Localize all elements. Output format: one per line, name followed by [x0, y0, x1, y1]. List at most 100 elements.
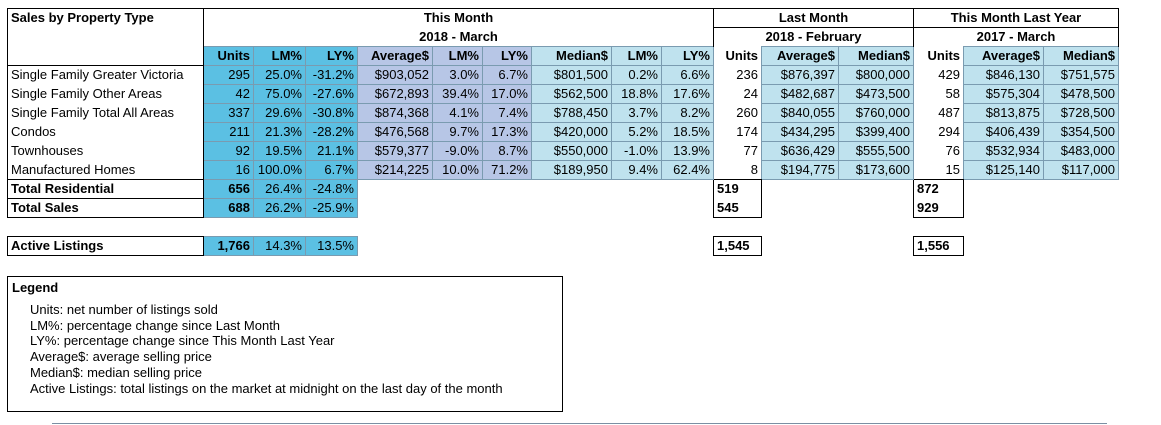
- row-label: Condos: [7, 122, 204, 142]
- data-cell: $434,295: [761, 122, 839, 142]
- empty-cell: [914, 218, 964, 237]
- data-cell: $555,500: [838, 141, 914, 161]
- data-cell: $800,000: [838, 65, 914, 85]
- column-header: LY%: [661, 46, 714, 66]
- legend-item: LY%: percentage change since This Month …: [30, 333, 335, 349]
- empty-cell: [483, 218, 532, 237]
- data-cell: 10.0%: [432, 160, 483, 180]
- empty-cell: [532, 218, 612, 237]
- total-label: Total Residential: [7, 179, 204, 199]
- data-cell: $125,140: [963, 160, 1044, 180]
- empty-cell: [204, 218, 254, 237]
- empty-cell: [532, 237, 612, 256]
- empty-cell: [612, 237, 662, 256]
- empty-cell: [839, 199, 914, 218]
- table-row: Manufactured Homes 16 100.0% 6.7% $214,225 10…: [7, 160, 1119, 180]
- data-cell: 58: [913, 84, 964, 104]
- data-cell: 4.1%: [432, 103, 483, 123]
- empty-cell: [358, 218, 433, 237]
- table-title: Sales by Property Type: [7, 8, 204, 66]
- data-cell: $788,450: [531, 103, 612, 123]
- data-cell: $406,439: [963, 122, 1044, 142]
- data-cell: 19.5%: [253, 141, 306, 161]
- table-row: Single Family Greater Victoria 295 25.0% -3…: [7, 65, 1119, 85]
- data-cell: $194,775: [761, 160, 839, 180]
- active-last-month-units: 1,545: [713, 236, 762, 256]
- data-cell: $354,500: [1043, 122, 1119, 142]
- empty-cell: [662, 237, 714, 256]
- empty-cell: [612, 180, 662, 199]
- data-cell: 337: [203, 103, 254, 123]
- data-cell: 92: [203, 141, 254, 161]
- data-cell: 9.7%: [432, 122, 483, 142]
- empty-cell: [839, 218, 914, 237]
- empty-cell: [714, 218, 762, 237]
- legend-item: LM%: percentage change since Last Month: [30, 317, 281, 333]
- data-cell: 71.2%: [482, 160, 532, 180]
- legend-items: Units: net number of listings sold LM%: p…: [30, 302, 503, 396]
- data-cell: 17.6%: [661, 84, 714, 104]
- data-cell: 42: [203, 84, 254, 104]
- active-ly: 13.5%: [305, 236, 358, 256]
- empty-cell: [433, 180, 483, 199]
- this-month-header: This Month: [203, 8, 714, 28]
- empty-cell: [762, 218, 839, 237]
- empty-cell: [839, 180, 914, 199]
- empty-cell: [964, 180, 1044, 199]
- data-cell: $420,000: [531, 122, 612, 142]
- column-header: Median$: [531, 46, 612, 66]
- data-cell: 21.3%: [253, 122, 306, 142]
- data-cell: 295: [203, 65, 254, 85]
- last-month-period: 2018 - February: [713, 27, 914, 47]
- data-cell: $482,687: [761, 84, 839, 104]
- active-listings-row: Active Listings 1,766 14.3% 13.5% 1,545 1,556: [7, 236, 1119, 256]
- data-cell: 6.6%: [661, 65, 714, 85]
- data-cell: $760,000: [838, 103, 914, 123]
- column-header: LM%: [611, 46, 662, 66]
- data-cell: 3.7%: [611, 103, 662, 123]
- column-header: Average$: [761, 46, 839, 66]
- column-header: Units: [713, 46, 762, 66]
- total-ly: -25.9%: [305, 198, 358, 218]
- data-cell: 25.0%: [253, 65, 306, 85]
- column-header: Median$: [1043, 46, 1119, 66]
- data-cell: 9.4%: [611, 160, 662, 180]
- data-cell: 174: [713, 122, 762, 142]
- data-cell: $728,500: [1043, 103, 1119, 123]
- column-header: LY%: [482, 46, 532, 66]
- empty-cell: [532, 199, 612, 218]
- empty-cell: [1044, 218, 1119, 237]
- data-cell: 13.9%: [661, 141, 714, 161]
- data-cell: $483,000: [1043, 141, 1119, 161]
- empty-cell: [358, 180, 433, 199]
- data-cell: $478,500: [1043, 84, 1119, 104]
- data-cell: $636,429: [761, 141, 839, 161]
- data-cell: 39.4%: [432, 84, 483, 104]
- empty-cell: [964, 237, 1044, 256]
- last-month-total-units: 545: [713, 198, 762, 218]
- data-cell: $214,225: [357, 160, 433, 180]
- data-cell: 236: [713, 65, 762, 85]
- divider-line: [52, 423, 1107, 424]
- total-row: Total Residential 656 26.4% -24.8% 519 872: [7, 179, 1119, 199]
- data-cell: $532,934: [963, 141, 1044, 161]
- column-header: LY%: [305, 46, 358, 66]
- data-cell: 487: [913, 103, 964, 123]
- empty-cell: [483, 237, 532, 256]
- empty-cell: [762, 180, 839, 199]
- empty-cell: [358, 199, 433, 218]
- empty-cell: [306, 218, 358, 237]
- table-row: Townhouses 92 19.5% 21.1% $579,377 -9.0% 8.7% $…: [7, 141, 1119, 161]
- data-cell: $840,055: [761, 103, 839, 123]
- legend-item: Units: net number of listings sold: [30, 302, 218, 317]
- legend-box: Legend Units: net number of listings sol…: [7, 276, 563, 412]
- last-year-period: 2017 - March: [913, 27, 1119, 47]
- total-row: Total Sales 688 26.2% -25.9% 545 929: [7, 198, 1119, 218]
- empty-cell: [483, 180, 532, 199]
- data-cell: 24: [713, 84, 762, 104]
- data-cell: $562,500: [531, 84, 612, 104]
- empty-cell: [1044, 237, 1119, 256]
- total-lm: 26.2%: [253, 198, 306, 218]
- legend-item: Average$: average selling price: [30, 349, 212, 365]
- empty-cell: [762, 199, 839, 218]
